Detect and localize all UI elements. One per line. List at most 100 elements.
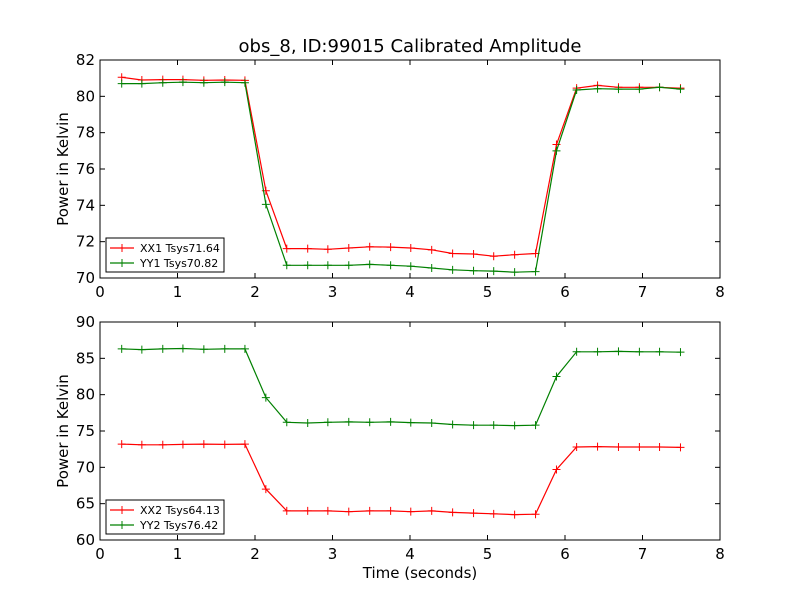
data-point [178, 440, 187, 449]
x-tick-label: 3 [328, 283, 338, 301]
data-point [303, 506, 312, 515]
data-point [117, 79, 126, 88]
data-point [655, 83, 664, 92]
data-point [303, 244, 312, 253]
data-point [344, 261, 353, 270]
legend: XX2 Tsys64.13 YY2 Tsys76.42 [105, 499, 225, 535]
x-tick-label: 6 [560, 283, 570, 301]
data-point [406, 507, 415, 516]
data-point [406, 262, 415, 271]
series-line-2 [121, 81, 681, 273]
data-point [386, 417, 395, 426]
data-point [448, 249, 457, 258]
y-tick-label: 70 [76, 458, 95, 476]
data-point [365, 242, 374, 251]
data-point [427, 506, 436, 515]
legend-box [105, 237, 225, 273]
y-tick-label: 80 [76, 87, 95, 105]
data-point [117, 440, 126, 449]
data-point [510, 268, 519, 277]
x-tick-label: 1 [173, 283, 183, 301]
data-point [220, 440, 229, 449]
data-point [489, 509, 498, 518]
data-point [386, 261, 395, 270]
data-point [489, 252, 498, 261]
y-tick-label: 70 [76, 269, 95, 287]
y-tick-label: 78 [76, 124, 95, 142]
data-point [344, 417, 353, 426]
data-point [510, 421, 519, 430]
data-point [531, 510, 540, 519]
data-point [303, 261, 312, 270]
y-tick-label: 90 [76, 313, 95, 331]
legend: XX1 Tsys71.64 YY1 Tsys70.82 [105, 237, 225, 273]
x-tick-label: 8 [715, 283, 725, 301]
data-point [199, 345, 208, 354]
y-tick-label: 82 [76, 51, 95, 69]
legend-box [105, 499, 225, 535]
data-point [199, 440, 208, 449]
y-tick-label: 60 [76, 531, 95, 549]
data-point [282, 261, 291, 270]
data-point [137, 79, 146, 88]
data-point [593, 84, 602, 93]
data-point [614, 442, 623, 451]
data-point [469, 266, 478, 275]
y-tick-label: 72 [76, 233, 95, 251]
x-tick-label: 1 [173, 545, 183, 563]
data-point [489, 267, 498, 276]
data-point [510, 250, 519, 259]
data-point [531, 267, 540, 276]
data-point [282, 244, 291, 253]
series-line-1 [121, 76, 681, 257]
data-point [593, 442, 602, 451]
legend-marker [118, 521, 126, 529]
data-point [303, 419, 312, 428]
data-point [552, 372, 561, 381]
data-point [240, 344, 249, 353]
data-point [178, 78, 187, 87]
data-point [344, 507, 353, 516]
data-point [282, 506, 291, 515]
data-point [552, 146, 561, 155]
legend-marker [118, 259, 126, 267]
data-point [261, 485, 270, 494]
y-axis-label: Power in Kelvin [54, 374, 72, 488]
data-point [240, 440, 249, 449]
x-tick-label: 0 [95, 545, 105, 563]
data-point [158, 440, 167, 449]
data-point [510, 510, 519, 519]
data-point [469, 250, 478, 259]
data-point [655, 347, 664, 356]
x-tick-label: 0 [95, 283, 105, 301]
data-point [323, 245, 332, 254]
data-point [261, 200, 270, 209]
y-tick-label: 76 [76, 160, 95, 178]
data-point [178, 344, 187, 353]
data-point [117, 344, 126, 353]
data-point [323, 506, 332, 515]
data-point [365, 506, 374, 515]
data-point [469, 421, 478, 430]
data-point [365, 418, 374, 427]
data-point [158, 344, 167, 353]
y-tick-label: 85 [76, 349, 95, 367]
data-point [282, 418, 291, 427]
x-tick-label: 7 [638, 545, 648, 563]
data-point [427, 245, 436, 254]
y-tick-label: 74 [76, 196, 95, 214]
data-point [344, 244, 353, 253]
legend-label: XX1 Tsys71.64 [140, 242, 220, 255]
data-point [365, 260, 374, 269]
data-point [406, 418, 415, 427]
y-tick-label: 65 [76, 495, 95, 513]
data-point [489, 421, 498, 430]
data-point [261, 393, 270, 402]
legend-label: YY2 Tsys76.42 [139, 519, 218, 532]
data-point [593, 347, 602, 356]
y-tick-label: 80 [76, 386, 95, 404]
data-point [572, 347, 581, 356]
data-point [572, 442, 581, 451]
data-point [158, 78, 167, 87]
